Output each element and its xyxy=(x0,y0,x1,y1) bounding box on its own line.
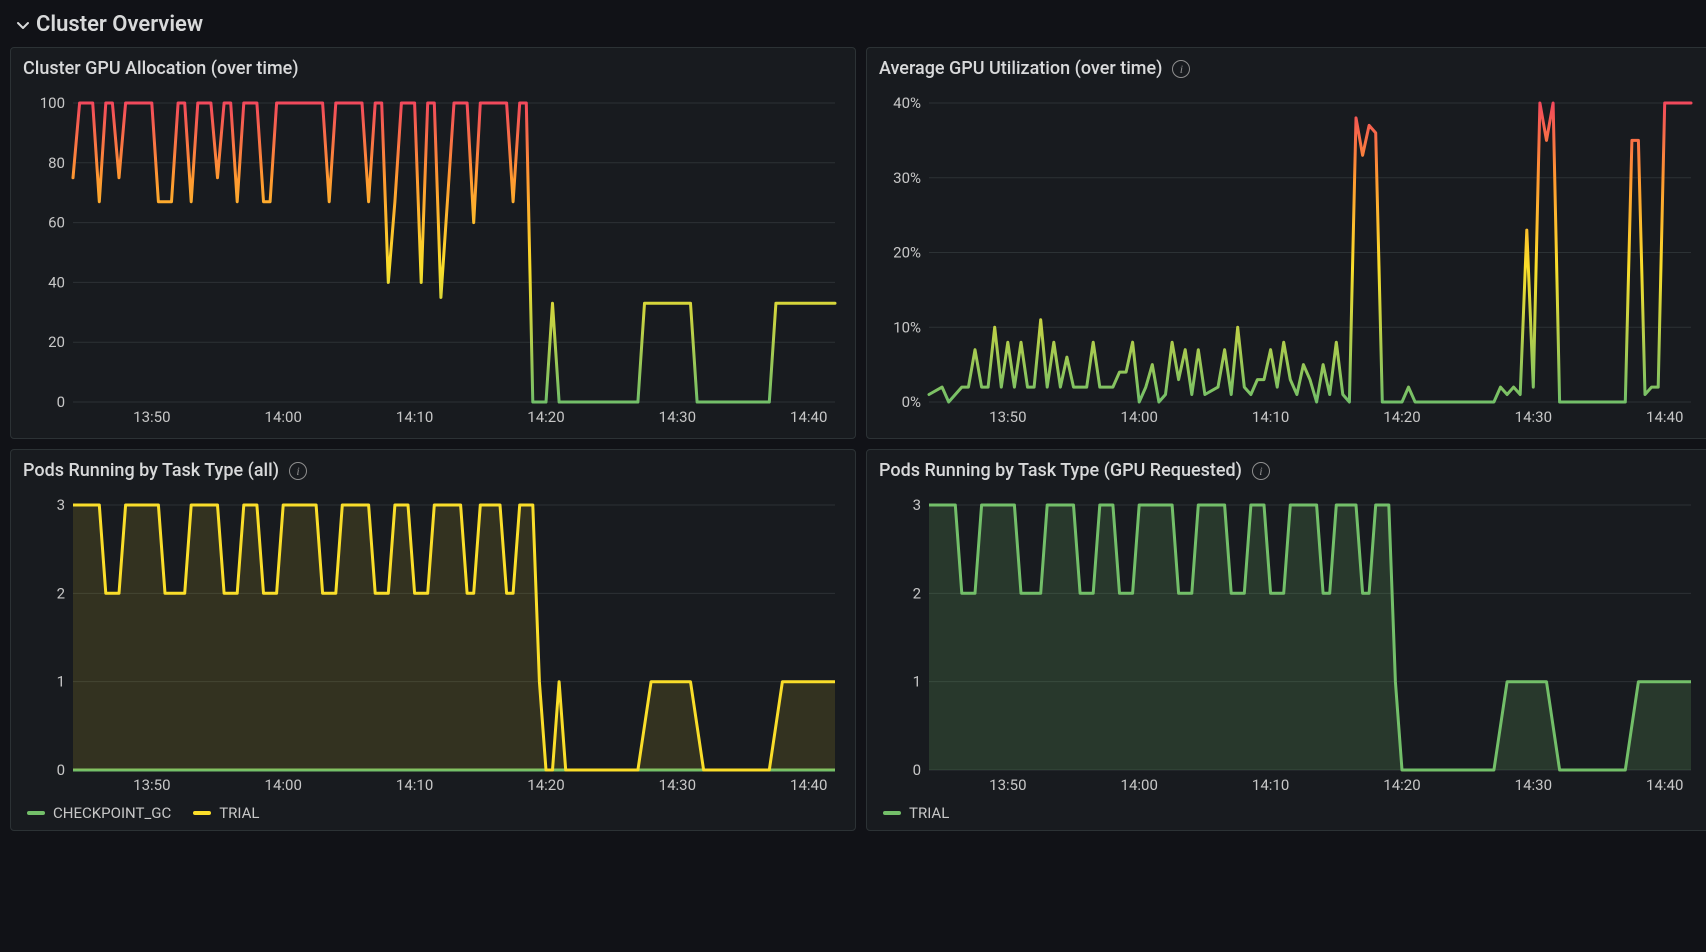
svg-text:80: 80 xyxy=(48,154,65,172)
svg-text:14:30: 14:30 xyxy=(1515,776,1552,794)
legend-swatch xyxy=(883,811,901,815)
legend-item[interactable]: TRIAL xyxy=(193,804,259,822)
chart-pods-all: 0 1 2 3 13:50 14:00 14:10 14:20 14:30 14:40 xyxy=(23,487,843,798)
panel-title-text: Pods Running by Task Type (GPU Requested… xyxy=(879,460,1242,481)
svg-text:1: 1 xyxy=(913,673,921,691)
legend-item[interactable]: CHECKPOINT_GC xyxy=(27,804,171,822)
svg-text:14:30: 14:30 xyxy=(659,408,696,426)
svg-text:14:40: 14:40 xyxy=(1646,776,1683,794)
svg-text:10%: 10% xyxy=(893,318,921,336)
legend-swatch xyxy=(27,811,45,815)
svg-text:14:20: 14:20 xyxy=(527,408,564,426)
svg-text:14:40: 14:40 xyxy=(790,408,827,426)
svg-text:14:30: 14:30 xyxy=(1515,408,1552,426)
svg-text:13:50: 13:50 xyxy=(989,776,1026,794)
chart-gpu-allocation: 0 20 40 60 80 100 13:50 14:00 14:10 14:20 14:30 14:… xyxy=(23,85,843,430)
legend-swatch xyxy=(193,811,211,815)
svg-text:14:30: 14:30 xyxy=(659,776,696,794)
legend: TRIAL xyxy=(879,798,1699,822)
svg-text:100: 100 xyxy=(40,94,65,112)
panel-title-text: Cluster GPU Allocation (over time) xyxy=(23,58,299,79)
svg-text:14:20: 14:20 xyxy=(527,776,564,794)
svg-text:14:00: 14:00 xyxy=(1121,408,1158,426)
svg-text:14:40: 14:40 xyxy=(1646,408,1683,426)
svg-text:14:10: 14:10 xyxy=(1252,776,1289,794)
svg-text:14:00: 14:00 xyxy=(265,408,302,426)
svg-text:3: 3 xyxy=(913,496,921,514)
svg-text:14:10: 14:10 xyxy=(396,776,433,794)
svg-text:14:40: 14:40 xyxy=(790,776,827,794)
chevron-down-icon xyxy=(16,18,30,32)
panel-gpu-allocation[interactable]: Cluster GPU Allocation (over time) 0 20 40… xyxy=(10,47,856,439)
svg-text:14:10: 14:10 xyxy=(1252,408,1289,426)
legend-label: CHECKPOINT_GC xyxy=(53,804,171,822)
panel-pods-all[interactable]: Pods Running by Task Type (all) i 0 1 2 3 13… xyxy=(10,449,856,831)
svg-text:20: 20 xyxy=(48,333,65,351)
svg-text:0: 0 xyxy=(57,761,65,779)
svg-text:1: 1 xyxy=(57,673,65,691)
svg-text:2: 2 xyxy=(913,584,921,602)
svg-text:0: 0 xyxy=(913,761,921,779)
svg-text:40: 40 xyxy=(48,273,65,291)
svg-text:40%: 40% xyxy=(893,94,921,112)
legend-label: TRIAL xyxy=(909,804,949,822)
svg-text:14:20: 14:20 xyxy=(1383,408,1420,426)
svg-text:3: 3 xyxy=(57,496,65,514)
svg-text:30%: 30% xyxy=(893,169,921,187)
svg-text:13:50: 13:50 xyxy=(133,776,170,794)
legend-label: TRIAL xyxy=(219,804,259,822)
panel-gpu-utilization[interactable]: Average GPU Utilization (over time) i 0%… xyxy=(866,47,1706,439)
chart-gpu-utilization: 0% 10% 20% 30% 40% 13:50 14:00 14:10 14:20 14:30 1… xyxy=(879,85,1699,430)
section-title: Cluster Overview xyxy=(36,12,203,37)
section-header[interactable]: Cluster Overview xyxy=(0,0,1706,47)
info-icon[interactable]: i xyxy=(1252,462,1270,480)
svg-text:0: 0 xyxy=(57,393,65,411)
chart-pods-gpu: 0 1 2 3 13:50 14:00 14:10 14:20 14:30 14:40 xyxy=(879,487,1699,798)
svg-text:60: 60 xyxy=(48,214,65,232)
panel-title-text: Pods Running by Task Type (all) xyxy=(23,460,279,481)
panel-grid: Cluster GPU Allocation (over time) 02040… xyxy=(0,47,1706,841)
info-icon[interactable]: i xyxy=(289,462,307,480)
svg-text:14:10: 14:10 xyxy=(396,408,433,426)
svg-text:13:50: 13:50 xyxy=(989,408,1026,426)
info-icon[interactable]: i xyxy=(1172,60,1190,78)
svg-text:2: 2 xyxy=(57,584,65,602)
svg-text:14:00: 14:00 xyxy=(265,776,302,794)
svg-text:20%: 20% xyxy=(893,244,921,262)
svg-text:13:50: 13:50 xyxy=(133,408,170,426)
panel-title-text: Average GPU Utilization (over time) xyxy=(879,58,1162,79)
legend: CHECKPOINT_GC TRIAL xyxy=(23,798,843,822)
panel-pods-gpu[interactable]: Pods Running by Task Type (GPU Requested… xyxy=(866,449,1706,831)
svg-text:14:20: 14:20 xyxy=(1383,776,1420,794)
svg-text:14:00: 14:00 xyxy=(1121,776,1158,794)
svg-text:0%: 0% xyxy=(902,393,921,411)
legend-item[interactable]: TRIAL xyxy=(883,804,949,822)
